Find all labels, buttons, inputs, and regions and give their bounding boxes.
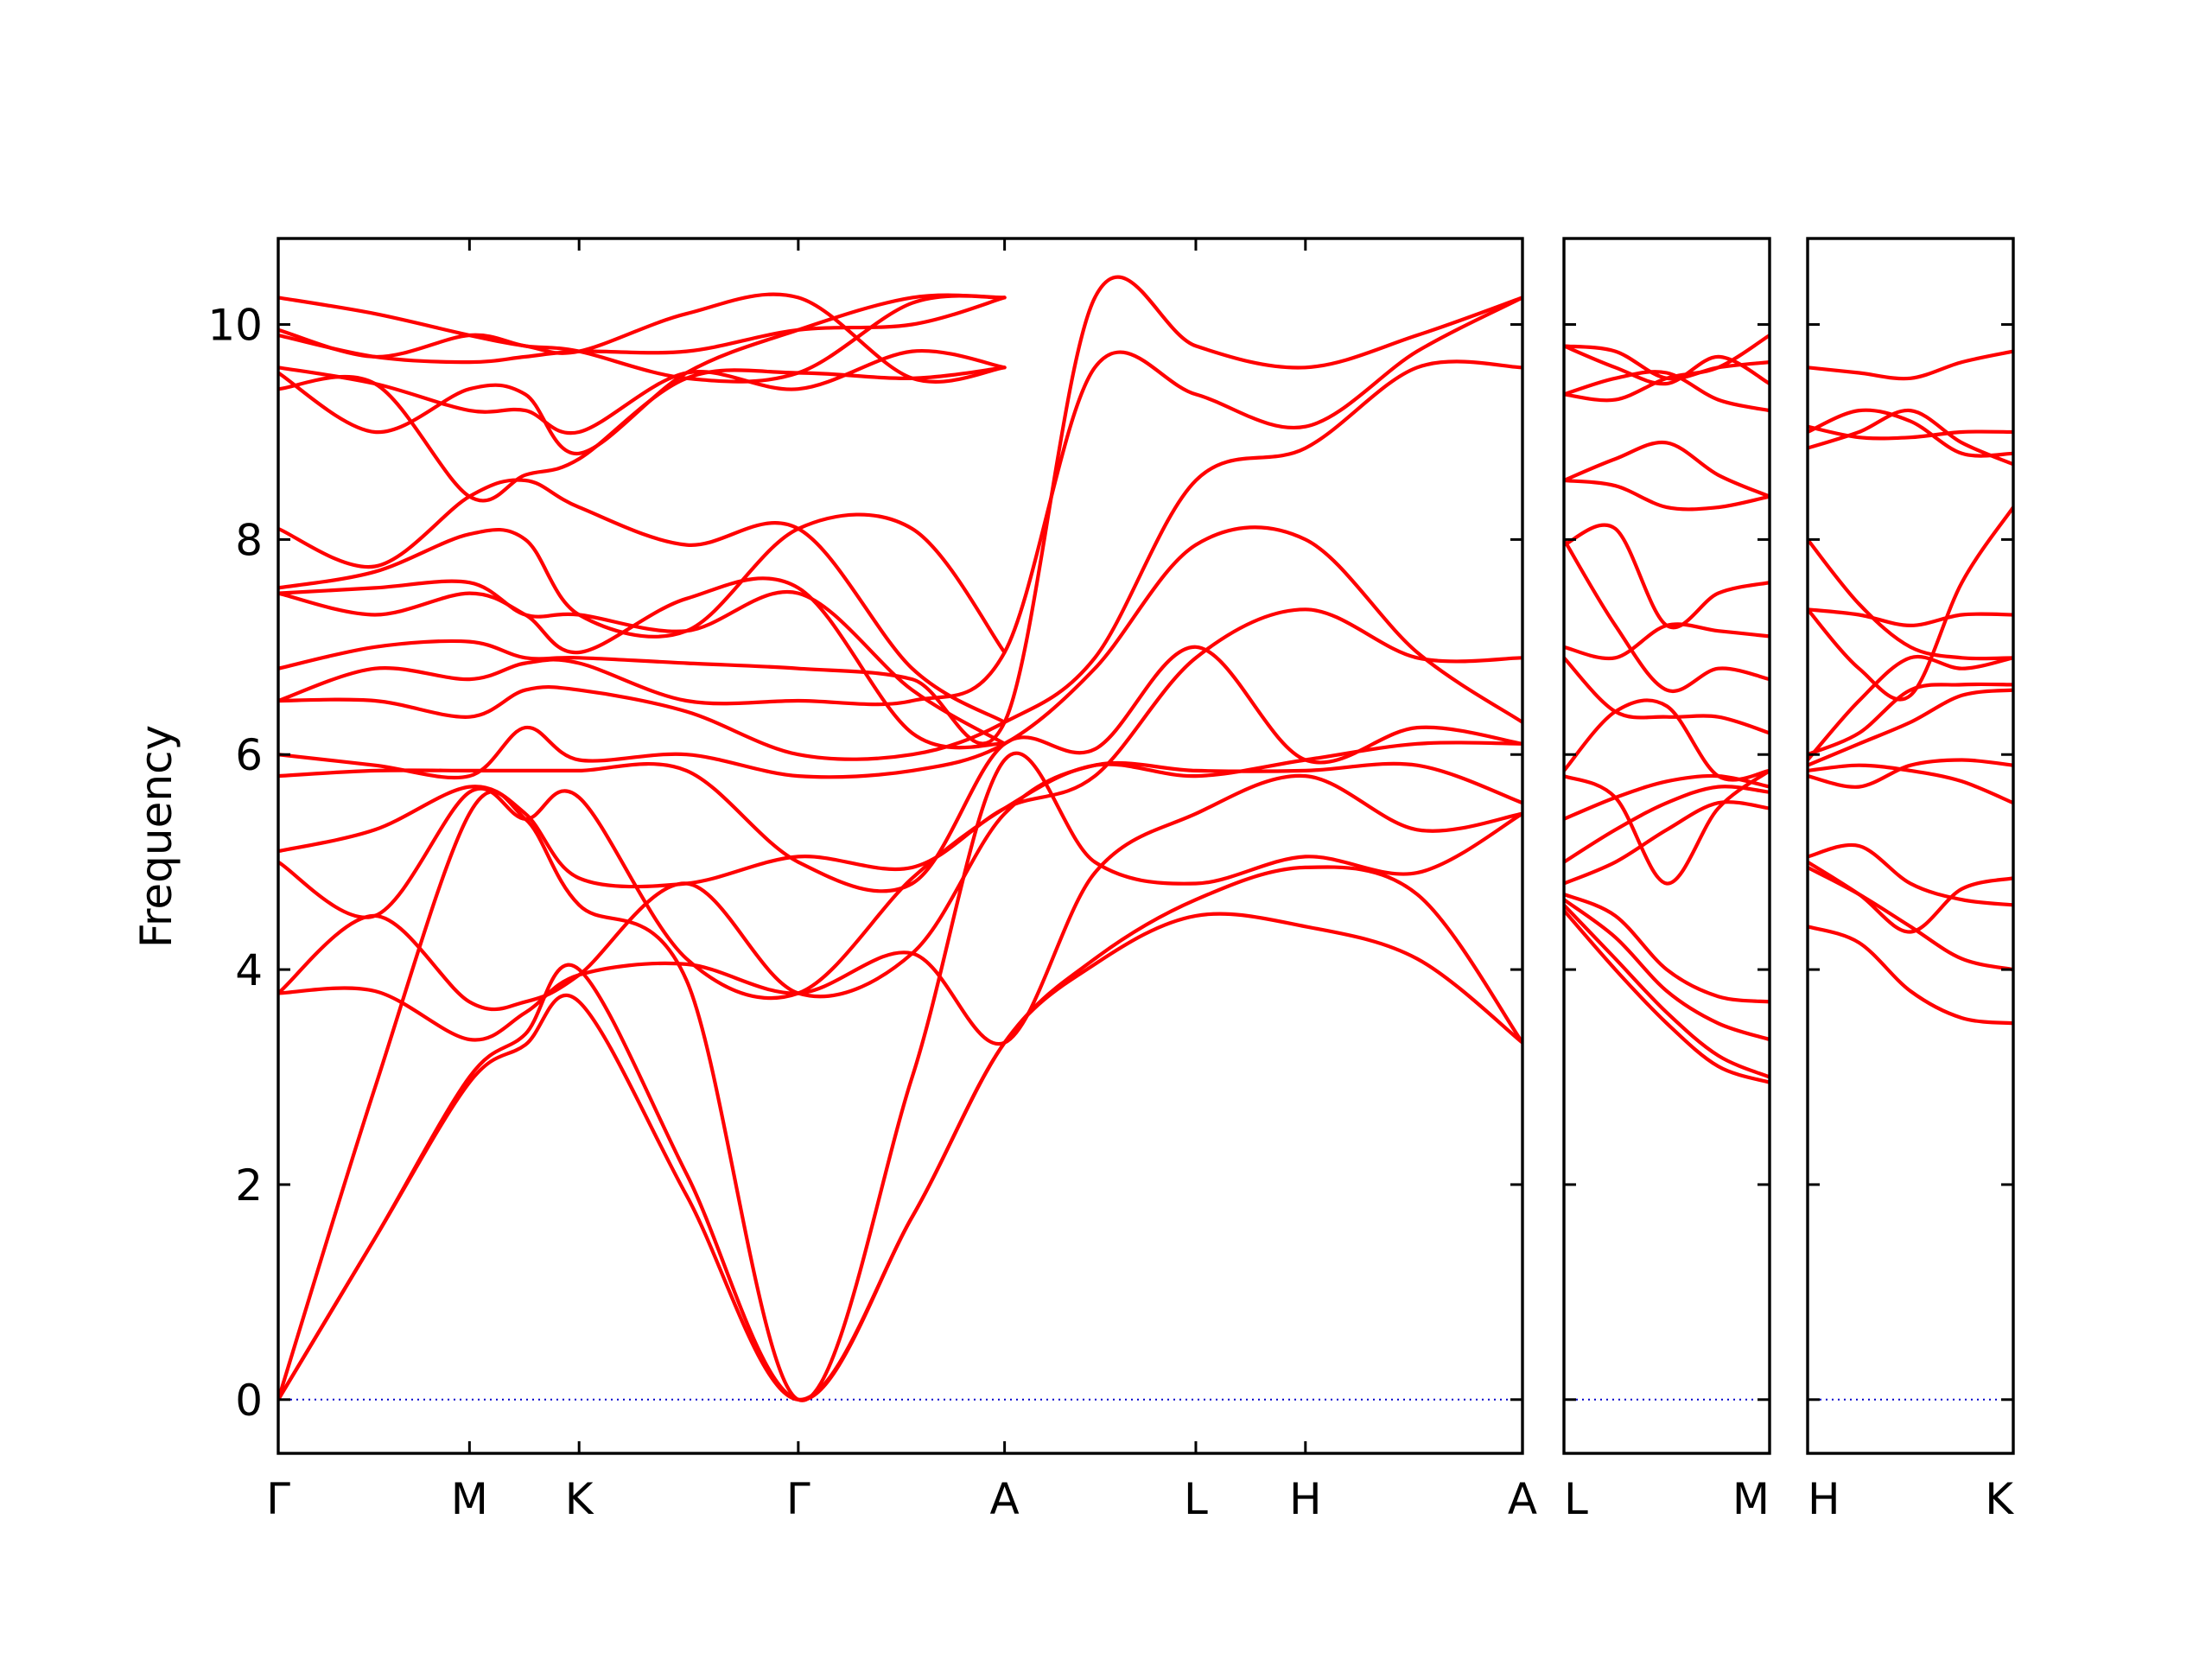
band-line-4 — [1564, 892, 1770, 1004]
band-line-17 — [1564, 370, 1770, 413]
band-line-16 — [1808, 349, 2013, 381]
band-line-17 — [278, 365, 1007, 503]
band-lines — [278, 275, 1522, 1402]
band-line-6 — [278, 741, 1522, 1001]
x-tick-label: Γ — [266, 1474, 290, 1524]
band-line-6 — [1808, 763, 2013, 805]
band-line-16 — [278, 478, 1007, 724]
band-line-1 — [1564, 908, 1770, 1084]
band-line-7 — [278, 607, 1522, 889]
band-line-9 — [1808, 682, 2013, 757]
band-line-3 — [1564, 898, 1770, 1042]
band-line-6 — [1564, 785, 1770, 864]
band-line-2 — [1564, 903, 1770, 1079]
band-line-5 — [1564, 800, 1770, 886]
band-line-14 — [1808, 408, 2013, 458]
band-line-8 — [1564, 768, 1770, 886]
band-line-21 — [278, 292, 1007, 384]
x-tick-label: M — [451, 1474, 488, 1524]
y-tick-label: 8 — [235, 515, 263, 565]
band-line-22 — [278, 294, 1007, 384]
band-line-3 — [278, 751, 1522, 1402]
band-line-15 — [1808, 424, 2013, 441]
band-lines — [1564, 333, 1770, 1084]
band-line-12 — [278, 275, 1522, 746]
x-tick-label: M — [1732, 1474, 1770, 1524]
y-tick-label: 0 — [235, 1376, 263, 1426]
band-line-10 — [1808, 607, 2013, 627]
band-line-9 — [1564, 698, 1770, 782]
band-line-13 — [1564, 537, 1770, 694]
band-line-1 — [1808, 925, 2013, 1026]
y-tick-label: 4 — [235, 945, 263, 995]
band-line-1 — [278, 912, 1522, 1402]
x-tick-label: K — [565, 1474, 594, 1524]
band-line-8 — [1808, 654, 2013, 762]
band-line-19 — [1564, 344, 1770, 386]
panel-1: 0 2 4 6 8 10 Γ M K Γ A L H A — [207, 237, 1537, 1524]
band-line-15 — [278, 512, 1007, 655]
band-line-11 — [1564, 622, 1770, 661]
panel-frame — [1806, 237, 2015, 1455]
band-line-10 — [1564, 656, 1770, 735]
x-tick-label: Γ — [786, 1474, 810, 1524]
band-line-13 — [278, 579, 1007, 746]
band-line-3 — [1808, 860, 2013, 934]
x-tick-label: L — [1564, 1474, 1588, 1524]
y-tick-label: 2 — [235, 1160, 263, 1211]
x-tick-label: H — [1289, 1474, 1322, 1524]
x-tick-label: A — [1508, 1474, 1537, 1524]
band-line-14 — [278, 576, 1007, 750]
x-tick-label: A — [990, 1474, 1020, 1524]
band-line-18 — [278, 293, 1007, 455]
band-line-4 — [278, 773, 1522, 1046]
panel-frame — [276, 237, 1524, 1455]
x-tick-label: K — [1985, 1474, 2014, 1524]
x-tick-label: H — [1808, 1474, 1840, 1524]
band-line-2 — [278, 865, 1522, 1402]
band-line-18 — [1564, 344, 1770, 381]
band-line-11 — [1808, 505, 2013, 702]
band-line-9 — [278, 525, 1522, 780]
band-line-15 — [1564, 440, 1770, 499]
band-line-7 — [1808, 688, 2013, 767]
band-line-8 — [278, 645, 1522, 893]
band-line-16 — [1564, 333, 1770, 403]
band-line-5 — [1808, 758, 2013, 789]
band-line-20 — [278, 296, 1007, 365]
band-line-12 — [1808, 537, 2013, 661]
band-line-5 — [278, 760, 1522, 1012]
band-line-10 — [278, 359, 1522, 761]
x-tick-label: L — [1184, 1474, 1208, 1524]
band-lines — [1808, 349, 2013, 1026]
y-tick-label: 6 — [235, 730, 263, 780]
band-line-4 — [1808, 842, 2013, 907]
y-axis-label: Frequency — [131, 725, 181, 948]
y-tick-label: 10 — [207, 301, 263, 351]
band-line-12 — [1564, 523, 1770, 630]
band-line-14 — [1564, 478, 1770, 512]
panel-frame — [1562, 237, 1771, 1455]
